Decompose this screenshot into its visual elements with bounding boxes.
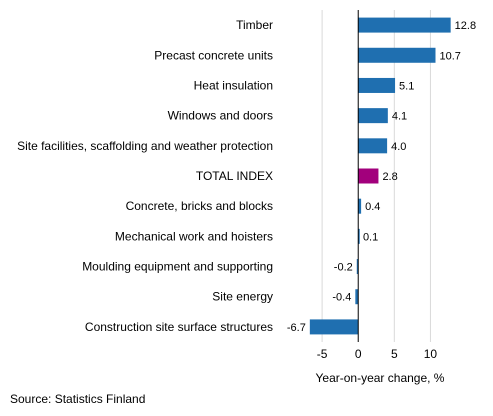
value-label: -0.2 <box>334 262 353 274</box>
value-label: 4.1 <box>392 111 407 123</box>
source-note: Source: Statistics Finland <box>10 392 146 406</box>
category-label: Concrete, bricks and blocks <box>126 199 273 213</box>
category-label: TOTAL INDEX <box>196 169 273 183</box>
bar <box>358 198 362 214</box>
bar <box>356 259 359 275</box>
bar <box>358 77 396 93</box>
bar <box>358 108 388 124</box>
bars <box>309 10 451 342</box>
value-label: 5.1 <box>399 80 414 92</box>
category-label: Moulding equipment and supporting <box>82 260 273 274</box>
x-tick-label: 5 <box>391 347 398 361</box>
value-label: 0.4 <box>365 201 380 213</box>
category-label: Site energy <box>212 290 273 304</box>
value-label: 2.8 <box>382 171 397 183</box>
x-axis-label: Year-on-year change, % <box>316 371 445 385</box>
category-label: Heat insulation <box>194 78 273 92</box>
category-labels: Timber Precast concrete units Heat insulat… <box>17 18 273 334</box>
value-labels: 12.8 10.7 5.1 4.1 4.0 2.8 0.4 0.1 -0.2 -0.4 -6.7 <box>287 20 476 334</box>
value-label: -6.7 <box>287 322 306 334</box>
bar <box>355 289 359 305</box>
category-label: Mechanical work and hoisters <box>115 229 273 243</box>
value-label: -0.4 <box>332 292 351 304</box>
bar <box>309 319 359 335</box>
x-tick-label: 10 <box>424 347 438 361</box>
grid-lines <box>321 10 431 342</box>
bar <box>358 47 436 63</box>
value-label: 12.8 <box>455 20 476 32</box>
bar <box>358 138 388 154</box>
bar <box>358 168 379 184</box>
bar <box>358 17 451 33</box>
x-tick-label: -5 <box>317 347 328 361</box>
value-label: 0.1 <box>363 231 378 243</box>
bar <box>358 228 360 244</box>
category-label: Precast concrete units <box>154 48 273 62</box>
x-tick-label: 0 <box>355 347 362 361</box>
category-label: Construction site surface structures <box>85 320 273 334</box>
category-label: Site facilities, scaffolding and weather… <box>17 139 273 153</box>
category-label: Windows and doors <box>168 109 273 123</box>
x-tick-labels: -5 0 5 10 <box>317 347 438 361</box>
value-label: 10.7 <box>440 50 461 62</box>
category-label: Timber <box>236 18 273 32</box>
value-label: 4.0 <box>391 141 406 153</box>
